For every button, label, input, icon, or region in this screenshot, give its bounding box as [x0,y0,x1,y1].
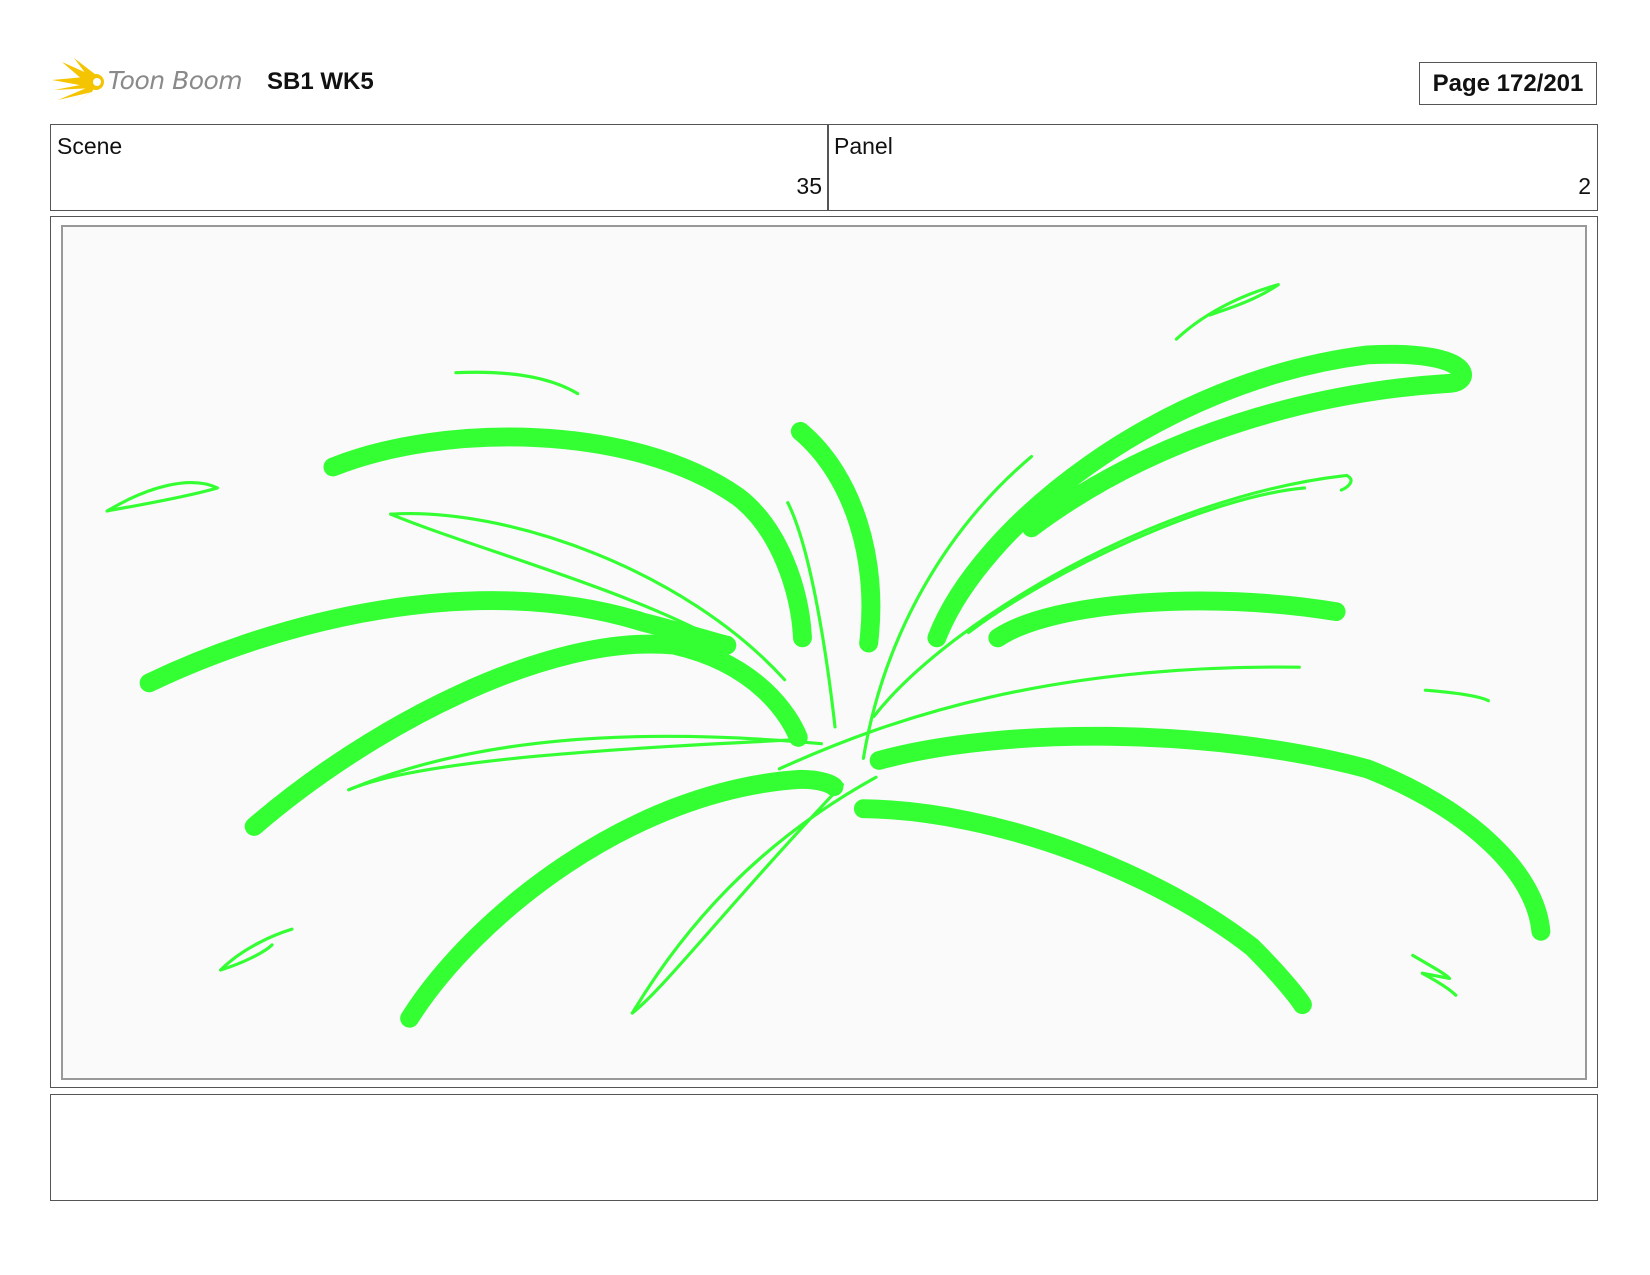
logo-text: Toon Boom [108,66,243,95]
scene-value: 35 [796,173,822,199]
notes-box [50,1094,1598,1201]
starburst-icon [52,58,104,108]
scene-field: Scene 35 [50,124,829,211]
page-number: Page 172/201 [1419,62,1597,105]
scene-label: Scene [57,133,123,159]
panel-frame [50,216,1598,1088]
toon-boom-logo [52,58,252,110]
panel-field: Panel 2 [827,124,1598,211]
panel-value: 2 [1578,173,1591,199]
project-title: SB1 WK5 [267,68,374,95]
panel-label: Panel [834,133,893,159]
firework-drawing [105,283,1551,1028]
panel-image [61,225,1587,1080]
